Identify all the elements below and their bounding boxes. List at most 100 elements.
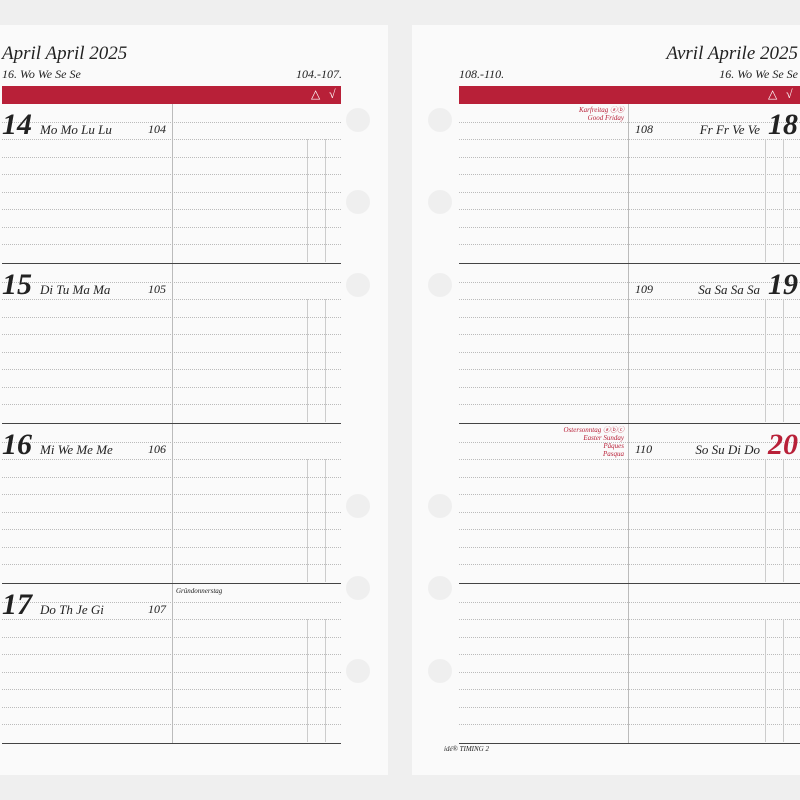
writing-line: [2, 546, 341, 548]
punch-hole: [346, 659, 370, 683]
column-divider: [325, 139, 326, 262]
writing-line: [459, 281, 800, 283]
column-divider: [307, 299, 308, 422]
punch-hole: [428, 659, 452, 683]
day-of-year: 107: [148, 602, 166, 616]
right-page-title: Avril Aprile 2025: [666, 43, 798, 64]
left-page: April April 2025 16. Wo We Se Se 104.-10…: [0, 25, 388, 775]
writing-line: [459, 316, 800, 318]
writing-line: [459, 724, 800, 725]
day-number: 20: [768, 428, 798, 461]
writing-line: [2, 619, 341, 620]
day-of-year: 105: [148, 282, 166, 296]
day-number: 17: [2, 588, 32, 621]
day-names: Di Tu Ma Ma: [40, 282, 111, 297]
writing-line: [459, 441, 800, 443]
writing-line: [2, 191, 341, 193]
writing-line: [459, 459, 800, 460]
writing-line: [459, 601, 800, 603]
writing-line: [459, 494, 800, 495]
right-page: Avril Aprile 2025 16. Wo We Se Se 108.-1…: [412, 25, 800, 775]
writing-line: [2, 226, 341, 228]
writing-line: [459, 174, 800, 175]
writing-line: [2, 636, 341, 638]
column-divider: [325, 299, 326, 422]
day-separator: [2, 263, 341, 264]
check-icon: √: [329, 87, 336, 101]
writing-line: [2, 404, 341, 405]
notes-divider: [172, 264, 173, 423]
writing-line: [459, 121, 800, 123]
punch-hole: [428, 273, 452, 297]
writing-line: [459, 226, 800, 228]
writing-line: [459, 156, 800, 158]
writing-line: [2, 476, 341, 478]
writing-line: [459, 299, 800, 300]
day-separator: [2, 583, 341, 584]
holiday-names: Karfreitag ⓐⓑ Good Friday: [579, 106, 624, 122]
column-divider: [783, 619, 784, 742]
writing-line: [2, 369, 341, 370]
day-separator: [459, 263, 800, 264]
writing-line: [2, 316, 341, 318]
day-separator: [2, 743, 341, 744]
check-icon: √: [786, 87, 793, 101]
writing-line: [459, 244, 800, 245]
writing-line: [459, 619, 800, 620]
writing-line: [2, 139, 341, 140]
holiday-note: Gründonnerstag: [176, 587, 223, 595]
day-names: Mi We Me Me: [40, 442, 113, 457]
writing-line: [2, 386, 341, 388]
column-divider: [307, 459, 308, 582]
notes-divider: [172, 424, 173, 583]
writing-line: [2, 706, 341, 708]
writing-line: [2, 601, 341, 603]
day-separator: [459, 743, 800, 744]
column-divider: [783, 139, 784, 262]
day-names: Do Th Je Gi: [40, 602, 104, 617]
day-number: 15: [2, 268, 32, 301]
day-separator: [459, 583, 800, 584]
day-names: Fr Fr Ve Ve: [699, 122, 760, 137]
column-divider: [765, 619, 766, 742]
holiday-name: Easter Sunday: [583, 434, 624, 442]
writing-line: [2, 281, 341, 283]
writing-line: [459, 139, 800, 140]
notes-divider: [628, 424, 629, 583]
writing-line: [2, 494, 341, 495]
day-separator: [2, 423, 341, 424]
right-day-range: 108.-110.: [459, 67, 505, 81]
day-number: 16: [2, 428, 32, 461]
writing-line: [2, 654, 341, 655]
punch-hole: [346, 576, 370, 600]
day-number: 14: [2, 108, 32, 141]
triangle-icon: △: [768, 87, 778, 101]
writing-line: [459, 476, 800, 478]
column-divider: [325, 619, 326, 742]
writing-line: [459, 689, 800, 690]
holiday-name: Karfreitag ⓐⓑ: [578, 106, 624, 114]
day-of-year: 106: [148, 442, 166, 456]
punch-hole: [428, 494, 452, 518]
punch-hole: [346, 108, 370, 132]
column-divider: [325, 459, 326, 582]
holiday-name: Pâques: [603, 442, 624, 450]
writing-line: [459, 564, 800, 565]
column-divider: [783, 299, 784, 422]
day-of-year: 108: [635, 122, 653, 136]
notes-divider: [172, 584, 173, 743]
writing-line: [459, 209, 800, 210]
writing-line: [2, 459, 341, 460]
column-divider: [783, 459, 784, 582]
punch-hole: [428, 190, 452, 214]
writing-line: [2, 156, 341, 158]
writing-line: [2, 564, 341, 565]
writing-line: [2, 529, 341, 530]
notes-divider: [628, 584, 629, 743]
left-week-label: 16. Wo We Se Se: [2, 67, 81, 81]
notes-divider: [172, 104, 173, 263]
right-header-bar: △ √: [459, 86, 800, 104]
day-names: So Su Di Do: [695, 442, 760, 457]
punch-hole: [428, 576, 452, 600]
footer-brand: idé® TIMING 2: [444, 745, 489, 753]
